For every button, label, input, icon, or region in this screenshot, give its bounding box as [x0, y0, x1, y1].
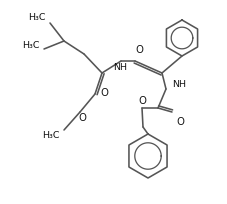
Text: O: O: [134, 45, 142, 55]
Text: O: O: [137, 96, 145, 106]
Text: O: O: [175, 117, 183, 127]
Text: NH: NH: [113, 63, 126, 72]
Text: O: O: [100, 88, 108, 98]
Text: O: O: [78, 113, 86, 123]
Text: H₃C: H₃C: [42, 131, 60, 140]
Text: H₃C: H₃C: [28, 12, 46, 21]
Text: NH: NH: [171, 81, 185, 90]
Text: H₃C: H₃C: [22, 41, 40, 51]
